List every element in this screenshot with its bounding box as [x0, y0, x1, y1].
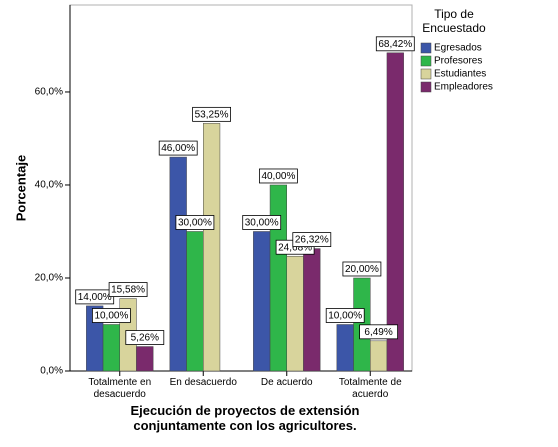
x-tick-label-box: Totalmente de acuerdo [338, 377, 402, 400]
legend-swatch [420, 81, 432, 93]
data-label: 30,00% [178, 218, 212, 229]
legend-label: Egresados [434, 43, 482, 54]
x-tick-label-box: En desacuerdo [169, 377, 237, 388]
legend-label: Estudiantes [434, 69, 486, 80]
data-label: 53,25% [195, 109, 229, 120]
data-label: 6,49% [364, 327, 392, 338]
bar [370, 340, 388, 372]
data-label-box [292, 232, 332, 247]
legend-title-box: Tipo de Encuestado [422, 8, 486, 35]
y-tick-label: 0,0% [40, 366, 63, 377]
data-label-box [158, 140, 198, 156]
data-label: 30,00% [245, 218, 279, 229]
x-tick-label: Totalmente en desacuerdo [88, 377, 152, 400]
bar [303, 248, 321, 372]
data-label: 15,58% [111, 285, 145, 296]
bar [186, 231, 204, 372]
bar [102, 324, 121, 372]
data-label: 46,00% [161, 143, 195, 154]
data-label: 26,32% [295, 235, 329, 246]
data-label-box [325, 308, 365, 323]
x-axis-title-box: Ejecución de proyectos de extensión conj… [130, 404, 360, 433]
x-tick-label: En desacuerdo [169, 377, 237, 388]
data-label-box [258, 168, 298, 184]
data-label-box [92, 308, 131, 323]
legend-label: Profesores [434, 56, 482, 67]
x-tick-label-box: De acuerdo [260, 377, 313, 388]
legend-title: Tipo de Encuestado [422, 8, 486, 35]
bar [253, 231, 271, 372]
y-tick-label: 40,0% [35, 180, 63, 191]
bar [269, 184, 287, 372]
bar [336, 324, 354, 372]
data-label-box [175, 215, 215, 230]
x-tick-label: Totalmente de acuerdo [338, 377, 402, 400]
data-label-box [108, 282, 148, 297]
y-axis-title: Porcentaje [13, 155, 28, 221]
data-label-box [375, 36, 415, 52]
data-label-box [342, 261, 382, 277]
x-tick-label: De acuerdo [260, 377, 313, 388]
data-label-box [359, 324, 399, 340]
legend-swatch [420, 68, 432, 80]
data-label: 68,42% [378, 39, 412, 50]
x-axis-title: Ejecución de proyectos de extensión conj… [130, 404, 360, 433]
data-label: 10,00% [94, 311, 128, 322]
data-label: 5,26% [131, 333, 159, 344]
data-label: 20,00% [345, 264, 379, 275]
y-tick-label: 20,0% [35, 273, 63, 284]
bar [136, 346, 154, 372]
data-label: 24,68% [278, 242, 312, 253]
data-label-box [125, 330, 165, 345]
data-label: 10,00% [328, 311, 362, 322]
data-label-box [192, 106, 232, 122]
legend-swatch [420, 42, 432, 54]
bar [286, 255, 304, 372]
y-tick-label: 60,0% [35, 87, 63, 98]
bar [169, 156, 187, 372]
data-label: 14,00% [78, 292, 112, 303]
x-tick-label-box: Totalmente en desacuerdo [88, 377, 152, 400]
data-label: 40,00% [261, 171, 295, 182]
bar [386, 52, 404, 372]
bar [203, 123, 221, 372]
data-label-box [242, 215, 282, 230]
legend-label: Empleadores [434, 82, 493, 93]
legend-swatch [420, 55, 432, 67]
